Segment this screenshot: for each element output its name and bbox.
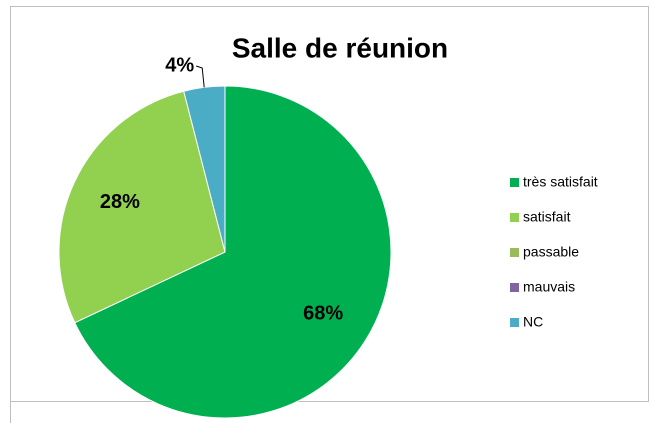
legend-swatch [510,283,519,292]
chart-title: Salle de réunion [232,32,448,63]
pie-slice [74,85,392,419]
data-label: 68% [303,303,343,325]
legend-swatch [510,248,519,257]
legend-swatch [510,213,519,222]
legend-label: NC [523,314,543,330]
leader-line [196,65,205,88]
legend-label: passable [523,244,579,260]
legend-swatch [510,318,519,327]
legend-label: très satisfait [523,174,598,190]
legend-swatch [510,178,519,187]
pie-slice [58,90,226,324]
data-label: 4% [165,54,194,76]
legend-label: mauvais [523,279,575,295]
data-label: 28% [100,191,140,213]
legend-label: satisfait [523,209,571,225]
